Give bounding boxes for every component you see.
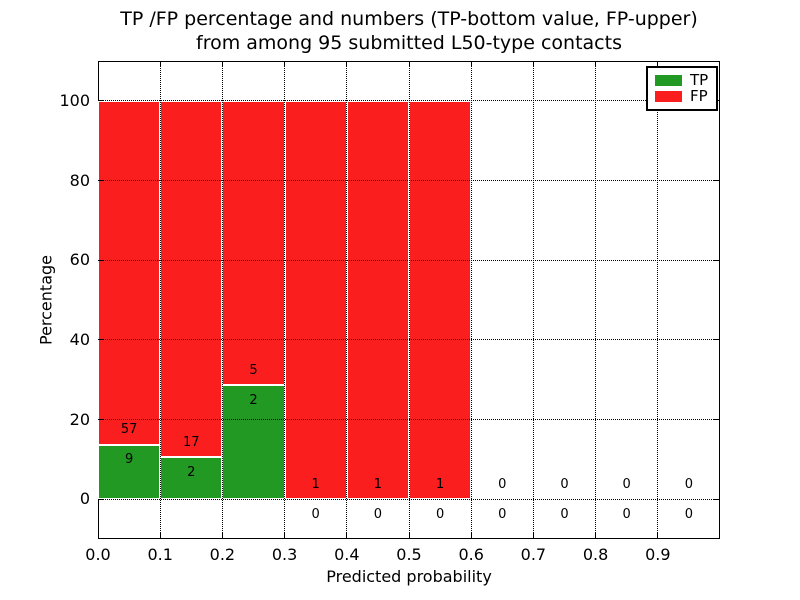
count-label-tp: 0 [684, 506, 694, 522]
x-axis-label: Predicted probability [326, 567, 492, 586]
x-tick-mark [159, 533, 161, 538]
y-tick-mark-right [714, 180, 719, 181]
bar-segment-fp [284, 100, 347, 500]
bar-segment-tp [98, 444, 161, 500]
legend-label-tp: TP [690, 70, 709, 89]
y-tick-mark [99, 339, 104, 341]
x-tick-mark [346, 533, 348, 538]
x-tick-mark [657, 533, 659, 538]
x-tick-label: 0.4 [334, 545, 360, 564]
y-tick-mark [99, 498, 104, 500]
x-tick-mark-top [159, 62, 161, 67]
count-label-tp: 9 [124, 452, 134, 468]
y-tick-mark-right [714, 339, 719, 341]
count-label-tp: 0 [498, 506, 507, 522]
x-tick-mark-top [657, 62, 659, 67]
gridline-x [595, 61, 597, 539]
y-tick-mark-right [714, 259, 719, 261]
count-label-fp: 0 [560, 476, 569, 492]
y-tick-label: 80 [69, 170, 90, 190]
count-label-tp: 0 [622, 506, 631, 522]
count-label-fp: 0 [684, 476, 694, 492]
y-tick-mark-right [714, 419, 719, 420]
count-label-tp: 0 [560, 506, 569, 522]
count-label-fp: 57 [120, 422, 138, 438]
count-label-tp: 0 [311, 506, 320, 522]
count-label-fp: 1 [435, 476, 445, 492]
gridline-x [470, 61, 472, 539]
gridline-x [284, 61, 286, 539]
gridline-x [346, 61, 348, 539]
bar-segment-fp [346, 100, 409, 500]
legend-entry-fp: FP [655, 89, 709, 104]
count-label-tp: 0 [435, 506, 445, 522]
x-tick-label: 0.9 [645, 545, 671, 564]
x-tick-mark [532, 533, 534, 538]
x-tick-label: 0.5 [396, 545, 422, 564]
count-label-tp: 0 [373, 506, 383, 522]
x-tick-mark [595, 533, 597, 538]
gridline-x [221, 61, 223, 539]
y-tick-label: 40 [69, 329, 90, 349]
y-tick-label: 0 [79, 489, 90, 509]
x-tick-mark-top [408, 62, 410, 67]
legend-label-fp: FP [690, 87, 708, 106]
x-tick-mark-top [595, 62, 597, 67]
y-tick-mark [99, 180, 104, 181]
chart-title-line-1: TP /FP percentage and numbers (TP-bottom… [120, 8, 698, 30]
x-tick-label: 0.3 [271, 545, 298, 564]
y-tick-mark [99, 100, 104, 102]
legend-entry-tp: TP [655, 70, 709, 89]
y-tick-label: 20 [69, 409, 90, 429]
bar-segment-fp [98, 100, 161, 445]
legend-swatch-fp [655, 91, 682, 103]
gridline-x [408, 61, 410, 539]
x-tick-mark [470, 533, 472, 538]
y-tick-mark [99, 419, 104, 420]
gridline-x [532, 61, 534, 539]
x-tick-mark-top [284, 62, 286, 67]
x-tick-label: 0.0 [85, 545, 111, 564]
x-tick-mark-top [97, 62, 99, 67]
x-tick-mark-top [470, 62, 472, 67]
legend-box: TP FP [646, 66, 718, 111]
x-tick-mark [221, 533, 223, 538]
x-tick-label: 0.6 [458, 545, 484, 564]
bar-segment-tp [160, 457, 223, 500]
bar-segment-fp [409, 100, 472, 500]
count-label-tp: 2 [249, 392, 258, 408]
y-tick-mark [99, 259, 104, 261]
gridline-x [657, 61, 659, 539]
chart-title-line-2: from among 95 submitted L50-type contact… [196, 32, 622, 54]
x-tick-label: 0.8 [582, 545, 609, 564]
x-tick-label: 0.2 [209, 545, 236, 564]
count-label-tp: 2 [187, 464, 196, 480]
y-tick-mark-right [714, 498, 719, 500]
count-label-fp: 17 [183, 434, 200, 450]
count-label-fp: 5 [249, 362, 258, 378]
gridline-x [159, 61, 161, 539]
x-tick-mark [97, 533, 99, 538]
x-tick-label: 0.7 [520, 545, 547, 564]
x-tick-mark-top [532, 62, 534, 67]
y-tick-label: 60 [69, 250, 90, 270]
chart-title: TP /FP percentage and numbers (TP-bottom… [98, 7, 720, 55]
x-tick-label: 0.1 [147, 545, 173, 564]
count-label-fp: 1 [311, 476, 320, 492]
count-label-fp: 0 [498, 476, 507, 492]
x-tick-mark [284, 533, 286, 538]
count-label-fp: 1 [373, 476, 383, 492]
x-tick-mark [408, 533, 410, 538]
legend-swatch-tp [655, 74, 682, 86]
count-label-fp: 0 [622, 476, 631, 492]
x-tick-mark-top [221, 62, 223, 67]
x-tick-mark-top [346, 62, 348, 67]
y-tick-label: 100 [59, 90, 90, 110]
bar-segment-fp [160, 100, 223, 458]
bar-segment-fp [222, 100, 285, 386]
